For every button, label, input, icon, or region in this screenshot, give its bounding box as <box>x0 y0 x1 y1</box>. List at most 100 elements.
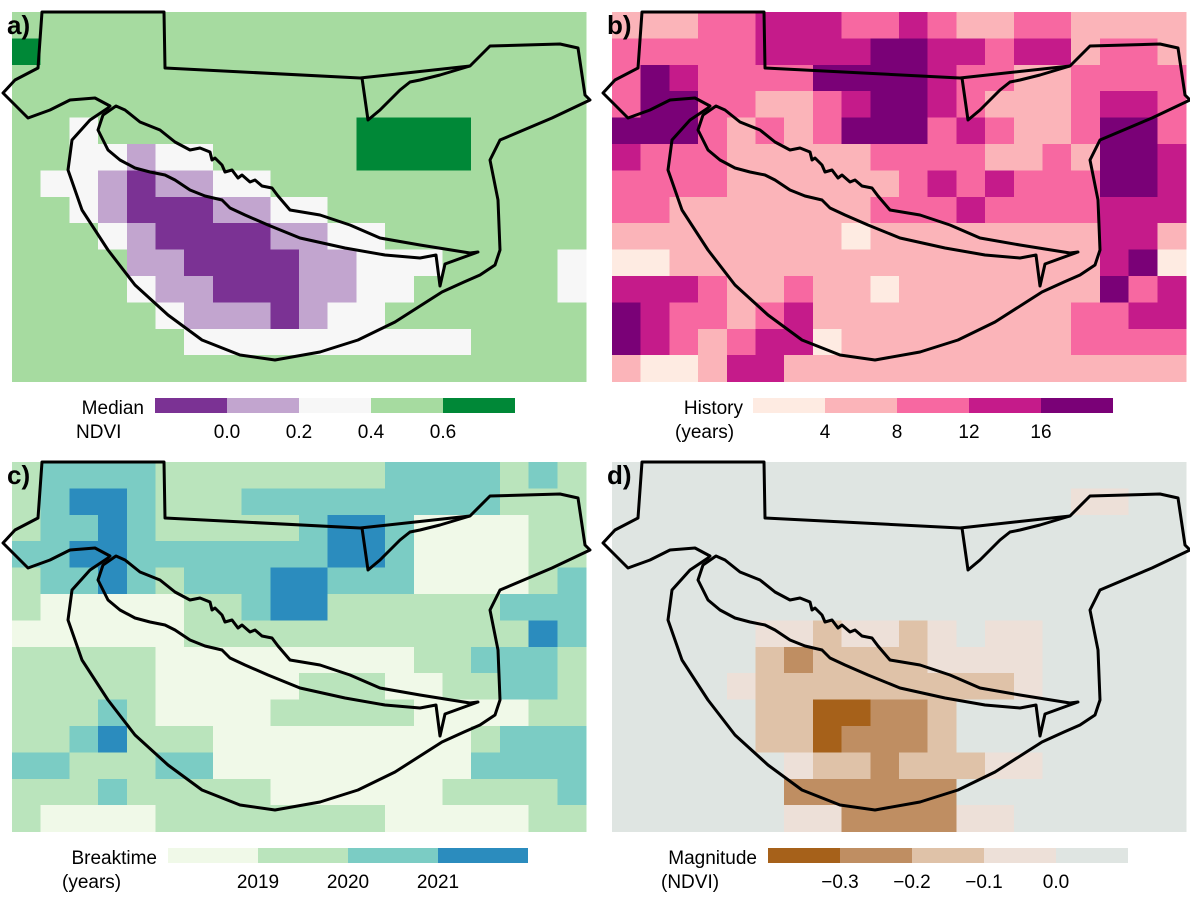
cell-r9-c17 <box>499 249 530 277</box>
cell-r9-c6 <box>184 249 214 277</box>
cell-r10-c18 <box>1128 726 1158 753</box>
cell-r5-c5 <box>755 594 785 621</box>
cell-r2-c17 <box>499 514 530 542</box>
cell-r9-c0 <box>612 699 642 727</box>
cell-r8-c10 <box>899 223 929 251</box>
cell-r3-c12 <box>356 91 386 119</box>
cell-r7-c17 <box>499 196 530 224</box>
cell-r1-c9 <box>270 488 300 516</box>
cell-r1-c8 <box>241 488 271 516</box>
cell-r0-c12 <box>356 12 386 39</box>
cell-r8-c13 <box>385 223 415 251</box>
cell-r7-c14 <box>1013 646 1044 674</box>
cell-r8-c8 <box>841 223 871 251</box>
cell-r6-c15 <box>442 170 472 198</box>
cell-r4-c12 <box>356 567 386 595</box>
cell-r5-c9 <box>870 144 900 171</box>
cell-r3-c18 <box>528 91 558 119</box>
cell-r10-c12 <box>956 726 986 753</box>
cell-r1-c15 <box>1042 488 1072 516</box>
cell-r8-c10 <box>299 673 329 701</box>
cell-r7-c18 <box>1128 646 1158 674</box>
cell-r12-c7 <box>812 778 843 806</box>
cell-r4-c14 <box>1013 117 1044 145</box>
cell-r7-c13 <box>985 196 1015 224</box>
cell-r4-c13 <box>985 567 1015 595</box>
cell-r8-c19 <box>557 223 587 251</box>
cell-r11-c0 <box>12 752 42 780</box>
cell-r6-c14 <box>1013 170 1044 198</box>
cell-r13-c1 <box>640 355 670 383</box>
cell-r2-c2 <box>69 64 99 92</box>
cell-r3-c14 <box>1013 541 1044 569</box>
cell-r11-c8 <box>241 752 271 780</box>
cell-r2-c7 <box>812 514 843 542</box>
cell-r0-c4 <box>126 462 157 489</box>
cell-r6-c10 <box>299 170 329 198</box>
cell-r0-c10 <box>299 12 329 39</box>
cell-r0-c15 <box>442 12 472 39</box>
cell-r9-c13 <box>985 249 1015 277</box>
cell-r9-c10 <box>299 699 329 727</box>
cell-r12-c4 <box>126 328 157 356</box>
legend-swatch <box>258 848 348 863</box>
cell-r12-c5 <box>755 328 785 356</box>
cell-r4-c16 <box>1071 117 1101 145</box>
cell-r5-c7 <box>812 594 843 621</box>
cell-r12-c16 <box>471 778 501 806</box>
cell-r9-c2 <box>69 249 99 277</box>
cell-r1-c13 <box>985 38 1015 66</box>
cell-r5-c1 <box>640 594 670 621</box>
cell-r1-c14 <box>1013 38 1044 66</box>
cell-r13-c10 <box>899 805 929 833</box>
cell-r9-c5 <box>155 699 185 727</box>
cell-r7-c17 <box>1099 646 1130 674</box>
cell-r10-c5 <box>155 276 185 303</box>
cell-r5-c14 <box>413 144 444 171</box>
cell-r4-c7 <box>812 567 843 595</box>
cell-r13-c14 <box>1013 355 1044 383</box>
cell-r1-c14 <box>1013 488 1044 516</box>
cell-r10-c0 <box>612 276 642 303</box>
cell-r1-c7 <box>212 488 243 516</box>
cell-r9-c11 <box>927 699 957 727</box>
cell-r5-c13 <box>985 144 1015 171</box>
cell-r0-c18 <box>528 462 558 489</box>
cell-r11-c3 <box>98 302 128 330</box>
cell-r4-c7 <box>212 117 243 145</box>
cell-r11-c18 <box>1128 302 1158 330</box>
cell-r0-c1 <box>40 462 70 489</box>
legend-tick-label: 0.2 <box>286 422 312 443</box>
cell-r2-c16 <box>471 64 501 92</box>
cell-r5-c10 <box>899 594 929 621</box>
cell-r12-c4 <box>726 778 757 806</box>
cell-r13-c3 <box>698 805 728 833</box>
cell-r13-c18 <box>1128 805 1158 833</box>
cell-r8-c4 <box>726 223 757 251</box>
cell-r2-c1 <box>640 514 670 542</box>
cell-r10-c6 <box>784 726 814 753</box>
cell-r6-c17 <box>1099 620 1130 648</box>
cell-r7-c17 <box>499 646 530 674</box>
cell-r10-c7 <box>812 726 843 753</box>
cell-r4-c1 <box>40 117 70 145</box>
cell-r7-c4 <box>726 196 757 224</box>
cell-r10-c9 <box>870 276 900 303</box>
cell-r5-c3 <box>98 594 128 621</box>
cell-r1-c12 <box>356 488 386 516</box>
cell-r8-c4 <box>126 223 157 251</box>
cell-r10-c11 <box>927 726 957 753</box>
cell-r3-c8 <box>241 541 271 569</box>
cell-r6-c3 <box>98 620 128 648</box>
cell-r1-c9 <box>270 38 300 66</box>
cell-r0-c9 <box>870 12 900 39</box>
cell-r11-c7 <box>212 302 243 330</box>
heatmap-cells <box>12 12 587 383</box>
cell-r0-c2 <box>69 462 99 489</box>
cell-r13-c7 <box>812 805 843 833</box>
cell-r12-c4 <box>726 328 757 356</box>
cell-r0-c16 <box>471 462 501 489</box>
cell-r13-c18 <box>528 805 558 833</box>
cell-r10-c10 <box>899 276 929 303</box>
cell-r10-c18 <box>528 276 558 303</box>
